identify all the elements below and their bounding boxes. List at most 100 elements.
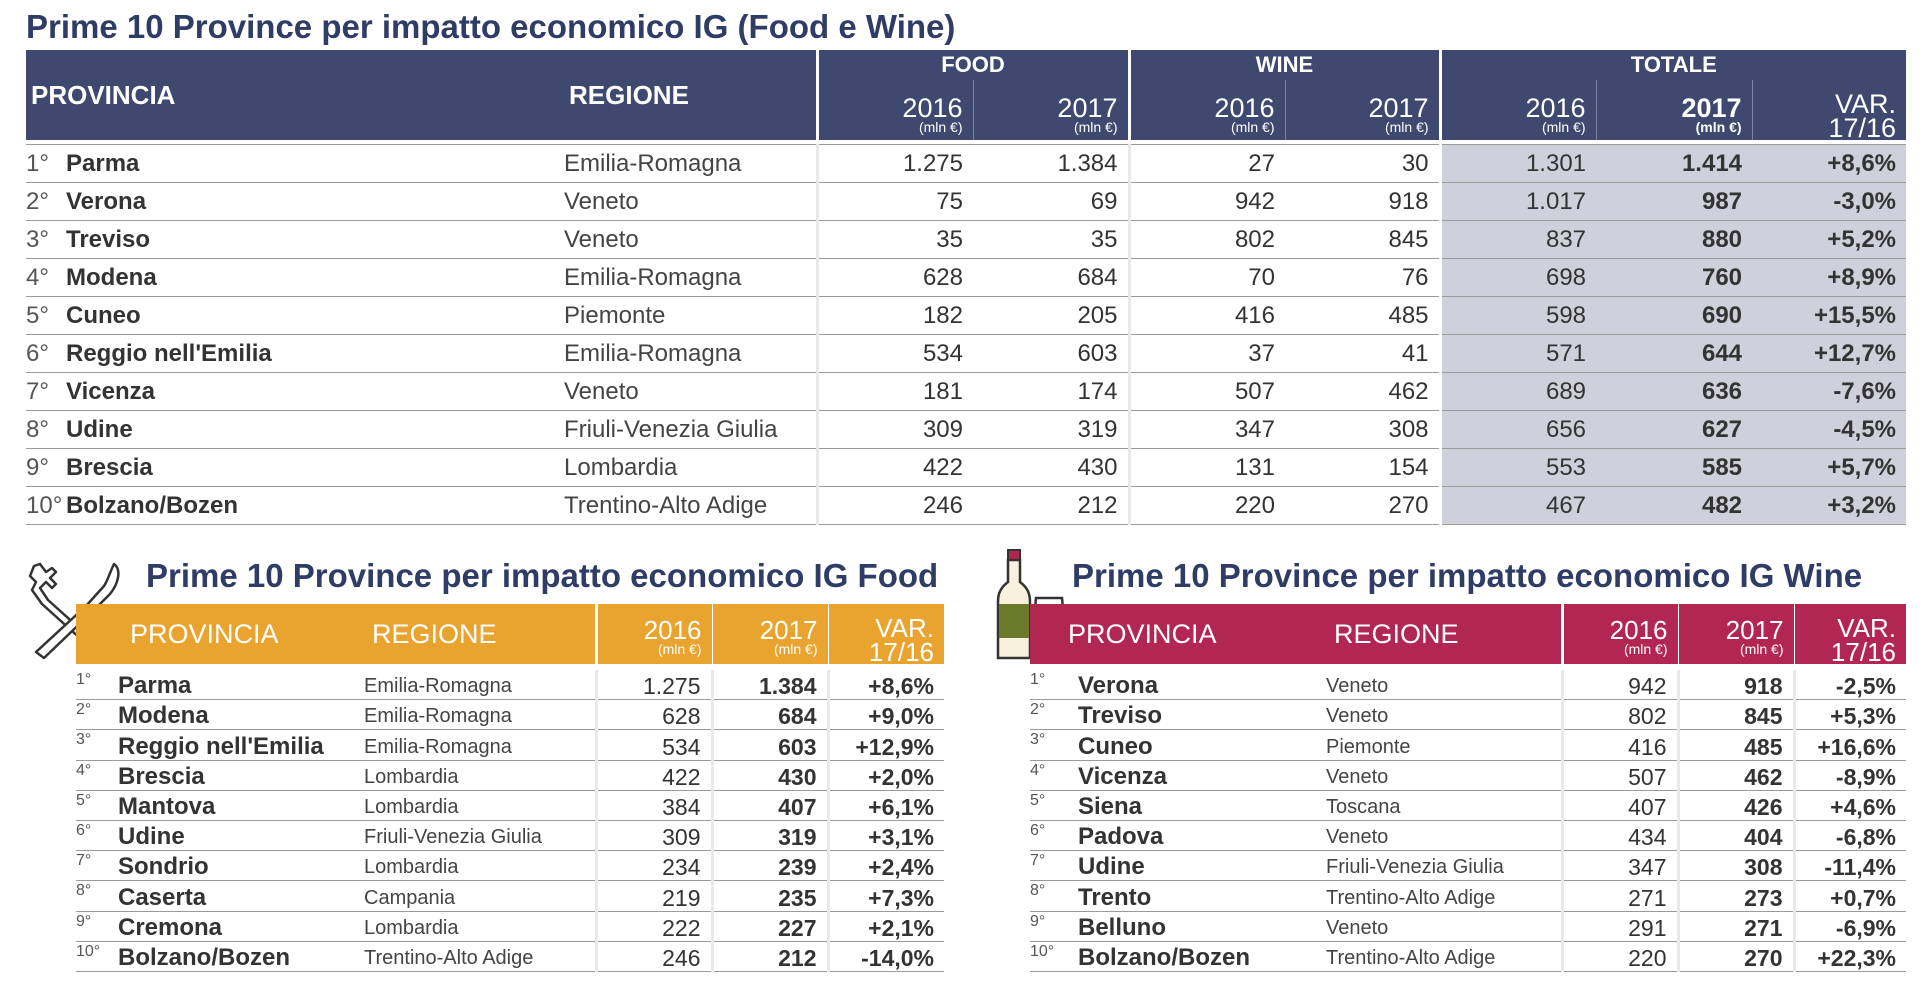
provincia-cell: Cuneo (66, 296, 564, 335)
rank-cell: 5° (26, 296, 66, 335)
wine-2016-cell: 27 (1127, 144, 1285, 183)
table-row: 5° Siena Toscana 407 426 +4,6% (1030, 790, 1906, 821)
provincia-cell: Bolzano/Bozen (1078, 941, 1326, 972)
provincia-cell: Brescia (66, 448, 564, 487)
rank-cell: 4° (1030, 760, 1078, 791)
totale-2016-cell: 656 (1438, 410, 1597, 449)
wine-2017-cell: 270 (1285, 486, 1441, 525)
value-2016-cell: 802 (1560, 699, 1678, 731)
value-2017-cell: 430 (710, 760, 828, 791)
value-2016-cell: 628 (594, 699, 712, 731)
regione-cell: Lombardia (364, 911, 596, 942)
table-row: 9° Cremona Lombardia 222 227 +2,1% (76, 911, 944, 942)
variation-cell: +3,1% (826, 820, 944, 852)
wine-header-2016: 2016 (mln €) (1560, 604, 1678, 664)
rank-cell: 7° (1030, 850, 1078, 882)
regione-cell: Trentino-Alto Adige (1326, 880, 1562, 912)
provincia-cell: Bolzano/Bozen (66, 486, 564, 525)
value-2016-cell: 407 (1560, 790, 1678, 821)
header-provincia: PROVINCIA (26, 50, 564, 140)
regione-cell: Lombardia (564, 448, 817, 487)
totale-2016-cell: 553 (1438, 448, 1597, 487)
provincia-cell: Cremona (118, 911, 364, 942)
value-2017-cell: 485 (1676, 729, 1794, 761)
provincia-cell: Parma (118, 670, 364, 701)
regione-cell: Friuli-Venezia Giulia (1326, 850, 1562, 882)
provincia-cell: Caserta (118, 880, 364, 912)
variation-cell: -3,0% (1752, 182, 1907, 221)
wine-2017-cell: 462 (1285, 372, 1441, 411)
rank-cell: 3° (1030, 729, 1078, 761)
value-2016-cell: 271 (1560, 880, 1678, 912)
food-2017-cell: 174 (973, 372, 1129, 411)
rank-cell: 1° (76, 670, 118, 701)
value-2017-cell: 1.384 (710, 670, 828, 701)
variation-cell: +15,5% (1752, 296, 1907, 335)
regione-cell: Friuli-Venezia Giulia (564, 410, 817, 449)
value-2017-cell: 407 (710, 790, 828, 821)
rank-cell: 4° (26, 258, 66, 297)
table-row: 4° Vicenza Veneto 507 462 -8,9% (1030, 760, 1906, 791)
rank-cell: 4° (76, 760, 118, 791)
provincia-cell: Brescia (118, 760, 364, 791)
totale-2016-cell: 1.017 (1438, 182, 1597, 221)
regione-cell: Veneto (1326, 911, 1562, 942)
food-2017-cell: 1.384 (973, 144, 1129, 183)
header-wine-2016: 2016 (mln €) (1127, 80, 1285, 140)
main-table-title: Prime 10 Province per impatto economico … (26, 8, 956, 45)
value-2016-cell: 347 (1560, 850, 1678, 882)
food-2016-cell: 534 (815, 334, 973, 373)
totale-2017-cell: 690 (1596, 296, 1753, 335)
provincia-cell: Reggio nell'Emilia (66, 334, 564, 373)
regione-cell: Veneto (1326, 699, 1562, 731)
food-2016-cell: 181 (815, 372, 973, 411)
variation-cell: +9,0% (826, 699, 944, 731)
wine-table-title: Prime 10 Province per impatto economico … (1072, 557, 1863, 594)
table-row: 2° Treviso Veneto 802 845 +5,3% (1030, 699, 1906, 731)
food-2016-cell: 422 (815, 448, 973, 487)
value-2016-cell: 309 (594, 820, 712, 852)
provincia-cell: Vicenza (1078, 760, 1326, 791)
header-food-2016: 2016 (mln €) (815, 80, 973, 140)
header-food: FOOD (815, 50, 1129, 80)
regione-cell: Veneto (1326, 670, 1562, 701)
header-totale-2017: 2017 (mln €) (1595, 80, 1753, 140)
totale-2017-cell: 1.414 (1596, 144, 1753, 183)
rank-cell: 6° (1030, 820, 1078, 852)
wine-2016-cell: 37 (1127, 334, 1285, 373)
table-row: 7° Vicenza Veneto 181 174 507 462 689 636 -7,6% (26, 372, 1907, 411)
regione-cell: Trentino-Alto Adige (364, 941, 596, 972)
variation-cell: -14,0% (826, 941, 944, 972)
rank-cell: 9° (26, 448, 66, 487)
provincia-cell: Udine (1078, 850, 1326, 882)
food-2017-cell: 319 (973, 410, 1129, 449)
wine-2016-cell: 131 (1127, 448, 1285, 487)
wine-header-var: VAR. 17/16 (1793, 604, 1906, 664)
value-2016-cell: 942 (1560, 670, 1678, 701)
rank-cell: 5° (1030, 790, 1078, 821)
regione-cell: Veneto (564, 182, 817, 221)
regione-cell: Veneto (564, 372, 817, 411)
variation-cell: +8,6% (826, 670, 944, 701)
value-2017-cell: 918 (1676, 670, 1794, 701)
regione-cell: Veneto (564, 220, 817, 259)
wine-2017-cell: 41 (1285, 334, 1441, 373)
totale-2016-cell: 837 (1438, 220, 1597, 259)
table-row: 3° Cuneo Piemonte 416 485 +16,6% (1030, 729, 1906, 761)
regione-cell: Emilia-Romagna (364, 729, 596, 761)
value-2016-cell: 1.275 (594, 670, 712, 701)
regione-cell: Emilia-Romagna (564, 258, 817, 297)
value-2017-cell: 308 (1676, 850, 1794, 882)
wine-2016-cell: 942 (1127, 182, 1285, 221)
table-row: 7° Udine Friuli-Venezia Giulia 347 308 -11,4% (1030, 850, 1906, 882)
variation-cell: +2,1% (826, 911, 944, 942)
food-header-2017: 2017 (mln €) (711, 604, 828, 664)
rank-cell: 2° (76, 699, 118, 731)
value-2016-cell: 222 (594, 911, 712, 942)
value-2016-cell: 219 (594, 880, 712, 912)
table-row: 6° Reggio nell'Emilia Emilia-Romagna 534 603… (26, 334, 1907, 373)
table-row: 5° Cuneo Piemonte 182 205 416 485 598 690 +15,5% (26, 296, 1907, 335)
value-2016-cell: 291 (1560, 911, 1678, 942)
table-row: 10° Bolzano/Bozen Trentino-Alto Adige 246 21… (76, 941, 944, 972)
variation-cell: -6,9% (1792, 911, 1906, 942)
